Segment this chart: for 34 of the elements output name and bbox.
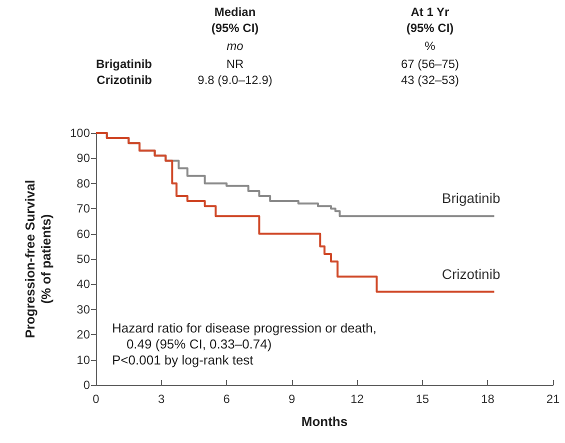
text: 9.8 (9.0–12.9) <box>198 73 272 87</box>
text: NR <box>226 57 244 71</box>
y-tick-label: 10 <box>76 352 90 367</box>
x-tick-label: 21 <box>546 392 560 406</box>
x-tick-label: 0 <box>92 392 100 406</box>
y-tick-label: 80 <box>76 176 90 190</box>
annotation: Hazard ratio for disease progression or death, 0.49 (95% CI, 0.33–0.74) P<0.001 by log-rank test <box>112 320 376 368</box>
y-tick-label: 30 <box>76 302 90 316</box>
x-tick-label: 18 <box>481 392 495 406</box>
series-label: Crizotinib <box>442 266 500 282</box>
text: mo <box>226 39 244 53</box>
y-tick-label: 20 <box>76 328 90 342</box>
y-tick-label: 70 <box>76 202 90 216</box>
text: Brigatinib <box>96 57 152 71</box>
x-tick-label: 15 <box>416 392 430 406</box>
y-tick-label: 60 <box>76 226 90 241</box>
y-tick-label: 90 <box>76 151 90 166</box>
text: 43 (32–53) <box>400 73 460 87</box>
y-axis-title: Progression-free Survival (% of patients) <box>22 180 54 338</box>
text: Median (95% CI) <box>211 5 259 35</box>
y-tick-label: 0 <box>83 378 90 392</box>
x-tick-label: 3 <box>158 392 165 406</box>
text: 67 (56–75) <box>400 57 460 71</box>
text: At 1 Yr (95% CI) <box>406 5 454 35</box>
x-axis-title: Months <box>301 414 348 429</box>
y-tick-label: 40 <box>76 277 90 292</box>
y-tick-label: 50 <box>76 252 90 266</box>
y-tick-label: 100 <box>70 126 90 140</box>
x-tick-label: 12 <box>350 392 364 406</box>
x-tick-label: 9 <box>288 392 296 406</box>
series-label: Brigatinib <box>442 190 500 206</box>
text: % <box>424 39 436 53</box>
x-tick-label: 6 <box>223 392 230 406</box>
text: Crizotinib <box>96 73 152 87</box>
